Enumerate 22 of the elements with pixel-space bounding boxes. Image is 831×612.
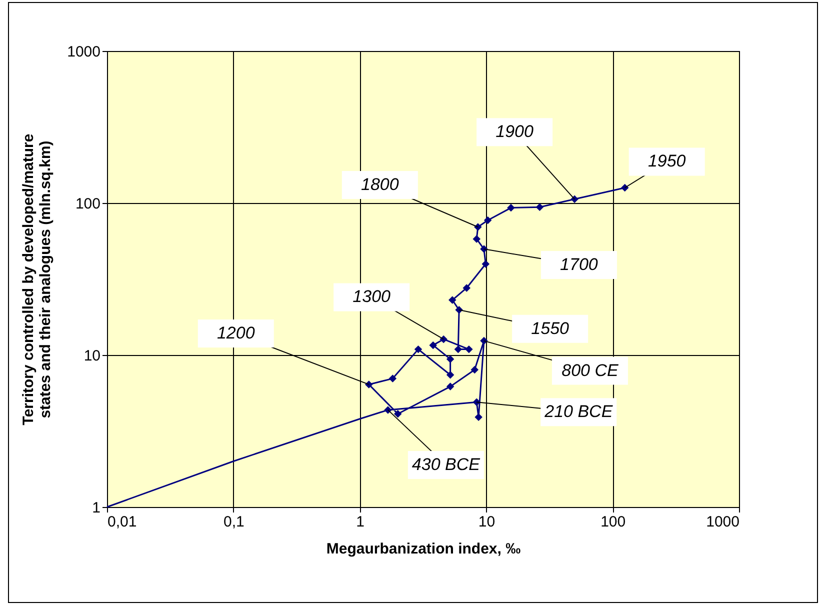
annotation: 1200 [216, 323, 256, 342]
annotation: 1550 [531, 318, 570, 338]
annotation: 1700 [560, 255, 598, 274]
y-tick-label: 1000 [67, 44, 100, 60]
x-tick-label: 0,01 [108, 514, 137, 530]
x-axis-title: Megaurbanization index, ‰ [326, 540, 521, 558]
annotation: 1900 [496, 122, 534, 142]
x-tick-label: 10 [478, 514, 496, 530]
annotation: 210 BCE [544, 402, 614, 422]
annotation: 1800 [361, 175, 400, 194]
y-axis-title: Territory controlled by developed/mature states and their analogues (mln.sq.km) [20, 134, 54, 426]
annotation: 1300 [352, 287, 392, 306]
annotation: 1950 [648, 152, 686, 171]
annotation: 430 BCE [412, 454, 481, 474]
annotation: 800 CE [562, 360, 619, 380]
y-tick-label: 100 [75, 196, 100, 212]
y-tick-label: 10 [84, 348, 100, 364]
x-tick-label: 1 [356, 514, 364, 530]
x-tick-label: 100 [600, 514, 626, 530]
x-tick-label: 0,1 [223, 514, 244, 530]
y-tick-label: 1 [92, 500, 100, 516]
x-tick-label: 1000 [706, 514, 740, 530]
